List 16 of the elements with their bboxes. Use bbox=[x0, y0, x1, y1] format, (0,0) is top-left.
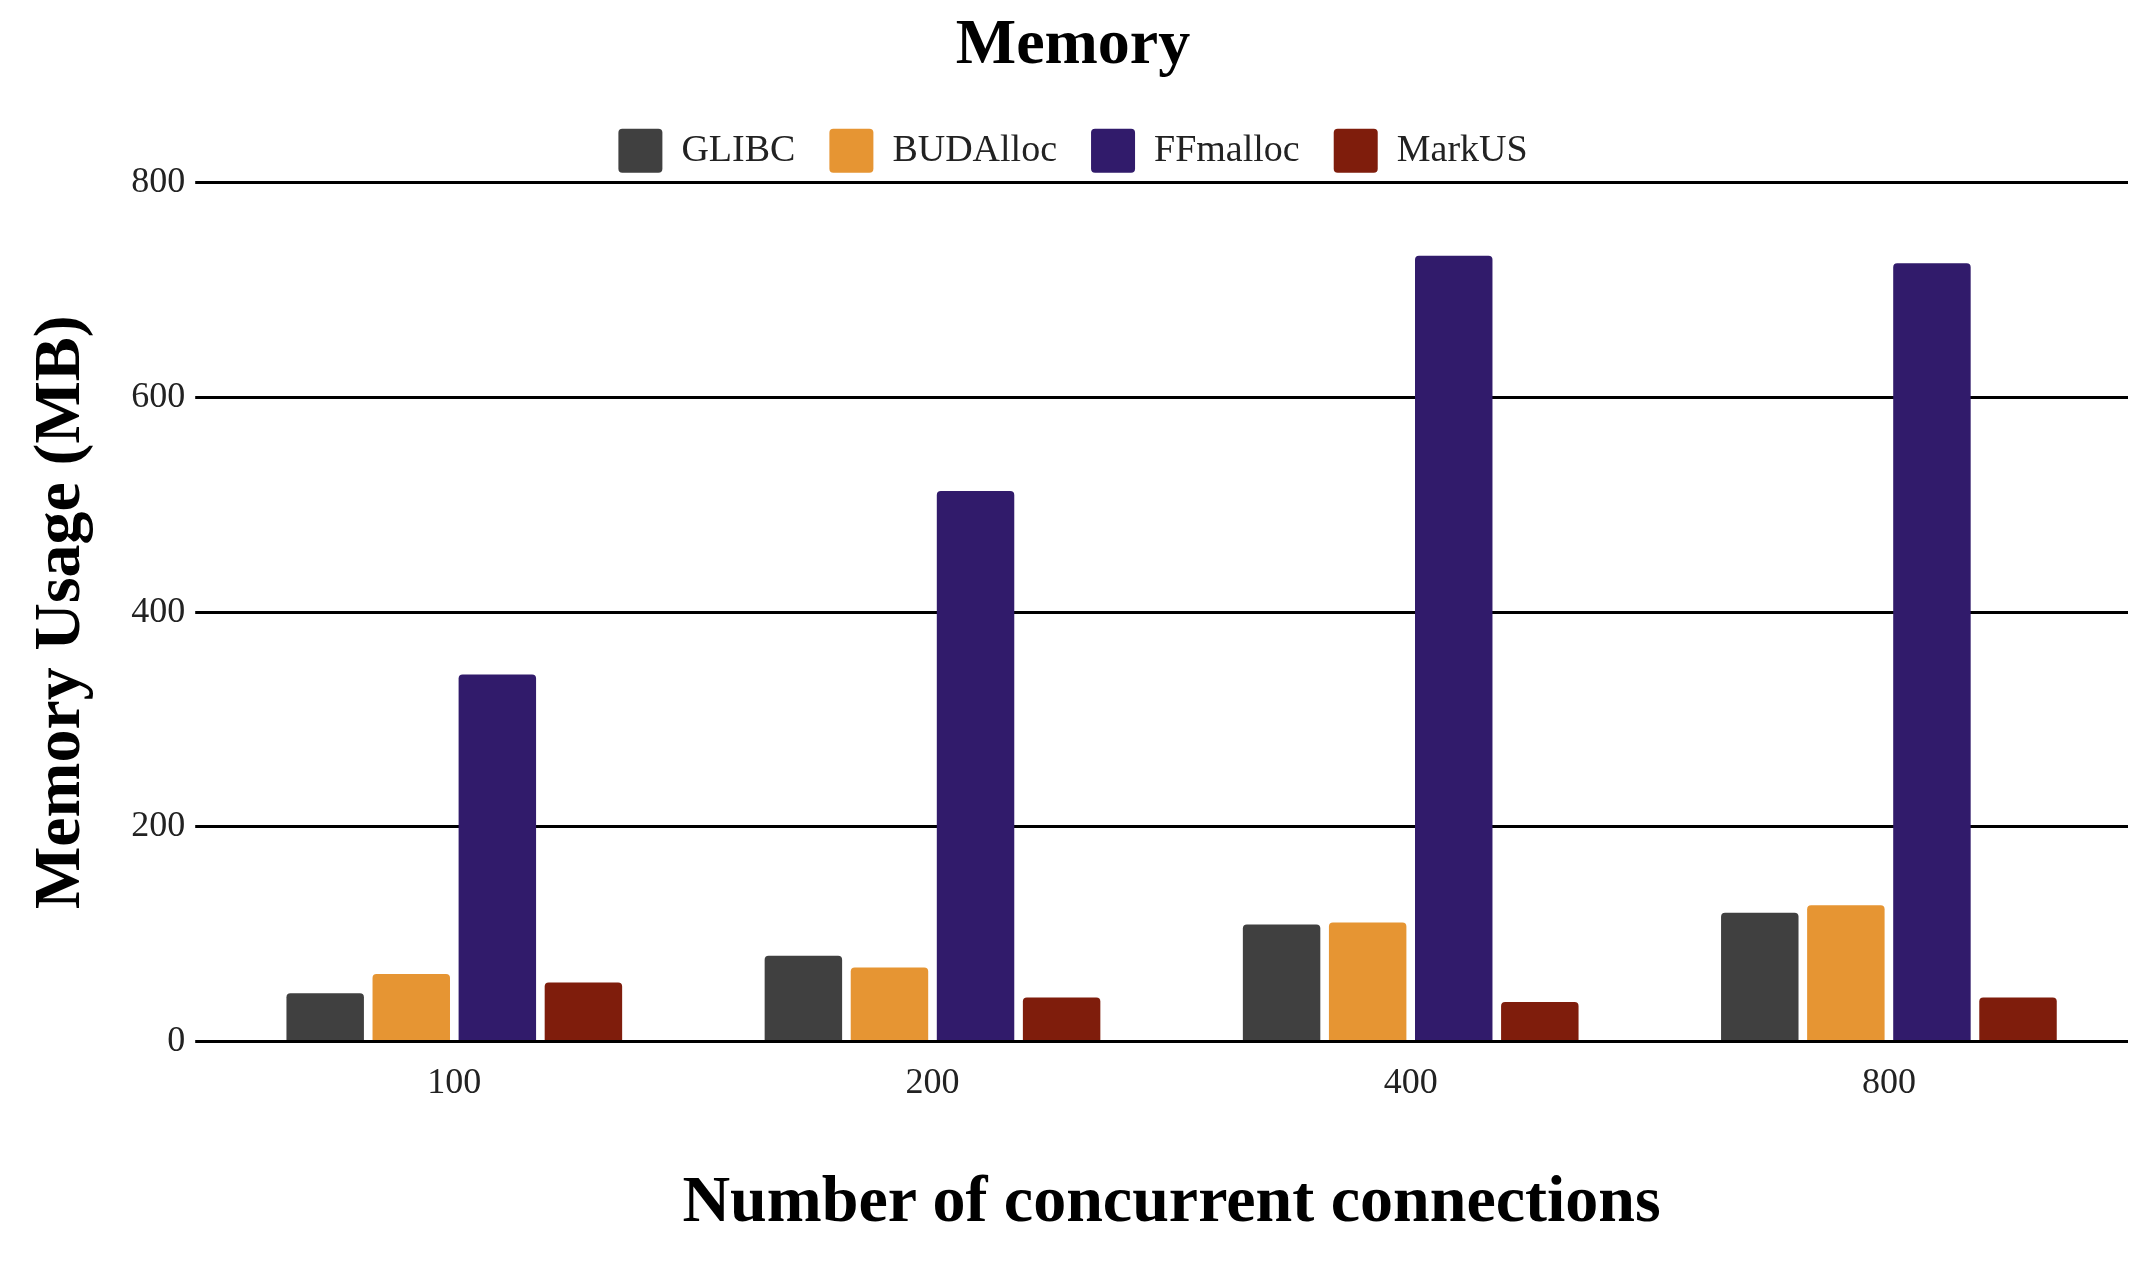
y-axis-title: Memory Usage (MB) bbox=[19, 315, 94, 910]
legend-label: MarkUS bbox=[1396, 126, 1528, 169]
y-tick-label: 200 bbox=[131, 804, 186, 845]
legend-label: BUDAlloc bbox=[892, 126, 1058, 169]
x-tick-label: 100 bbox=[427, 1060, 482, 1101]
y-tick-label: 400 bbox=[131, 589, 186, 630]
x-tick-label: 200 bbox=[905, 1060, 960, 1101]
y-tick-label: 600 bbox=[131, 374, 186, 415]
legend-label: GLIBC bbox=[681, 126, 796, 169]
x-tick-label: 400 bbox=[1383, 1060, 1438, 1101]
legend-label: FFmalloc bbox=[1154, 126, 1300, 169]
y-tick-label: 0 bbox=[167, 1019, 186, 1060]
x-tick-label: 800 bbox=[1861, 1060, 1916, 1101]
x-axis-title: Number of concurrent connections bbox=[682, 1162, 1661, 1236]
y-tick-label: 800 bbox=[131, 160, 186, 201]
chart-title: Memory bbox=[955, 5, 1191, 77]
